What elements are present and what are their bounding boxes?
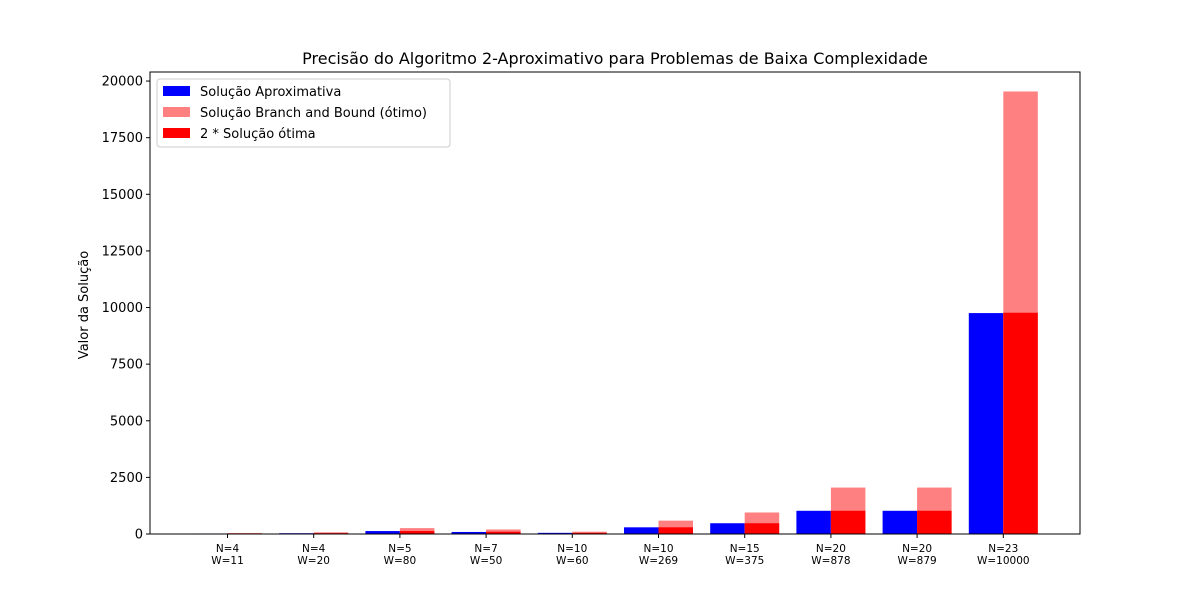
x-tick-label-5-line-1: W=269 xyxy=(639,555,678,567)
bar-series-2-cat-9 xyxy=(1003,312,1038,534)
y-tick-label-4: 10000 xyxy=(102,301,143,316)
y-tick-label-2: 5000 xyxy=(110,414,143,429)
bar-series-0-cat-2 xyxy=(365,531,400,534)
x-axis-ticks: N=4W=11N=4W=20N=5W=80N=7W=50N=10W=60N=10… xyxy=(211,534,1030,567)
x-tick-label-6-line-0: N=15 xyxy=(730,543,760,555)
legend-label-2: 2 * Solução ótima xyxy=(200,127,316,142)
y-tick-label-5: 12500 xyxy=(102,244,143,259)
bar-series-0-cat-6 xyxy=(710,523,745,534)
x-tick-label-8-line-1: W=879 xyxy=(897,555,936,567)
x-tick-label-6-line-1: W=375 xyxy=(725,555,764,567)
legend-label-0: Solução Aproximativa xyxy=(200,85,341,100)
legend-swatch-1 xyxy=(163,107,190,117)
x-tick-label-3-line-1: W=50 xyxy=(470,555,503,567)
legend-swatch-0 xyxy=(163,86,190,96)
bar-series-0-cat-9 xyxy=(968,313,1004,534)
x-tick-label-7-line-0: N=20 xyxy=(816,543,846,555)
x-tick-label-0-line-1: W=11 xyxy=(211,555,244,567)
bar-series-0-cat-3 xyxy=(451,531,487,534)
bar-series-0-cat-5 xyxy=(624,527,659,534)
x-tick-label-9-line-1: W=10000 xyxy=(977,555,1030,567)
bar-series-0-cat-4 xyxy=(537,532,573,534)
x-tick-label-3-line-0: N=7 xyxy=(474,543,497,555)
x-tick-label-0-line-0: N=4 xyxy=(216,543,240,555)
chart-title: Precisão do Algoritmo 2-Aproximativo par… xyxy=(302,49,928,68)
y-axis-label: Valor da Solução xyxy=(77,251,92,359)
bars-group xyxy=(193,91,1038,534)
bar-series-2-cat-3 xyxy=(486,531,521,534)
y-tick-label-3: 7500 xyxy=(110,358,143,373)
bar-series-2-cat-7 xyxy=(830,510,866,534)
bar-series-0-cat-8 xyxy=(882,510,918,534)
bar-series-2-cat-6 xyxy=(744,523,780,534)
x-tick-label-2-line-0: N=5 xyxy=(388,543,411,555)
bar-series-0-cat-7 xyxy=(796,510,831,534)
bar-series-2-cat-4 xyxy=(572,532,607,534)
y-tick-label-1: 2500 xyxy=(110,471,143,486)
x-tick-label-8-line-0: N=20 xyxy=(902,543,932,555)
y-tick-label-8: 20000 xyxy=(102,75,143,90)
bar-series-2-cat-8 xyxy=(917,510,952,534)
y-tick-label-6: 15000 xyxy=(102,188,143,203)
plot-frame xyxy=(149,71,1081,535)
legend-label-1: Solução Branch and Bound (ótimo) xyxy=(200,106,427,121)
x-tick-label-7-line-1: W=878 xyxy=(811,555,850,567)
legend-swatch-2 xyxy=(163,128,190,138)
x-tick-label-5-line-0: N=10 xyxy=(643,543,673,555)
bar-series-2-cat-2 xyxy=(399,531,435,534)
x-tick-label-2-line-1: W=80 xyxy=(384,555,417,567)
y-tick-label-0: 0 xyxy=(135,528,143,543)
y-axis-ticks: 0 2500 5000 7500 10000 12500 15000 17500 20000 xyxy=(102,75,150,543)
x-tick-label-9-line-0: N=23 xyxy=(988,543,1018,555)
bar-series-2-cat-5 xyxy=(658,527,693,534)
y-tick-label-7: 17500 xyxy=(102,131,143,146)
x-tick-label-1-line-1: W=20 xyxy=(297,555,330,567)
x-tick-label-1-line-0: N=4 xyxy=(302,543,326,555)
x-tick-label-4-line-1: W=60 xyxy=(556,555,589,567)
legend: Solução Aproximativa Solução Branch and B… xyxy=(156,78,451,148)
legend-box xyxy=(156,78,451,148)
x-tick-label-4-line-0: N=10 xyxy=(557,543,587,555)
